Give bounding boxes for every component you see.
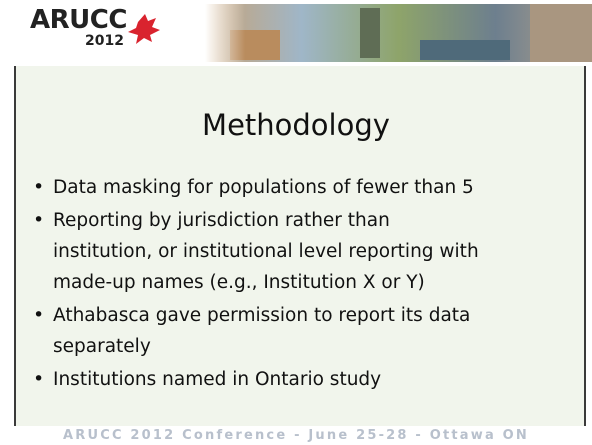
bullet: Institutions named in Ontario study bbox=[33, 364, 573, 395]
slide-title: Methodology bbox=[0, 108, 592, 142]
bullet-list: Data masking for populations of fewer th… bbox=[33, 172, 573, 397]
photo-tower bbox=[360, 8, 380, 58]
bullet-line: Athabasca gave permission to report its … bbox=[53, 300, 573, 331]
photo-building bbox=[530, 4, 592, 62]
photo-water bbox=[420, 40, 510, 60]
bullet-line: institution, or institutional level repo… bbox=[53, 236, 573, 267]
bullet: Reporting by jurisdiction rather thanins… bbox=[33, 205, 573, 298]
page: ARUCC 2012 Methodology Data masking for … bbox=[0, 0, 592, 445]
bullet-line: Data masking for populations of fewer th… bbox=[53, 172, 573, 203]
bullet-line: separately bbox=[53, 331, 573, 362]
logo-text: ARUCC bbox=[30, 5, 127, 35]
bullet: Athabasca gave permission to report its … bbox=[33, 300, 573, 362]
photo-fade bbox=[205, 4, 245, 62]
bullet-line: Institutions named in Ontario study bbox=[53, 364, 573, 395]
maple-leaf bbox=[128, 14, 160, 44]
slide: ARUCC 2012 Methodology Data masking for … bbox=[0, 0, 592, 445]
bullet-line: Reporting by jurisdiction rather than bbox=[53, 205, 573, 236]
logo-year: 2012 bbox=[85, 33, 124, 49]
bullet: Data masking for populations of fewer th… bbox=[33, 172, 573, 203]
bullet-line: made-up names (e.g., Institution X or Y) bbox=[53, 267, 573, 298]
footer: ARUCC 2012 Conference - June 25-28 - Ott… bbox=[0, 426, 592, 445]
